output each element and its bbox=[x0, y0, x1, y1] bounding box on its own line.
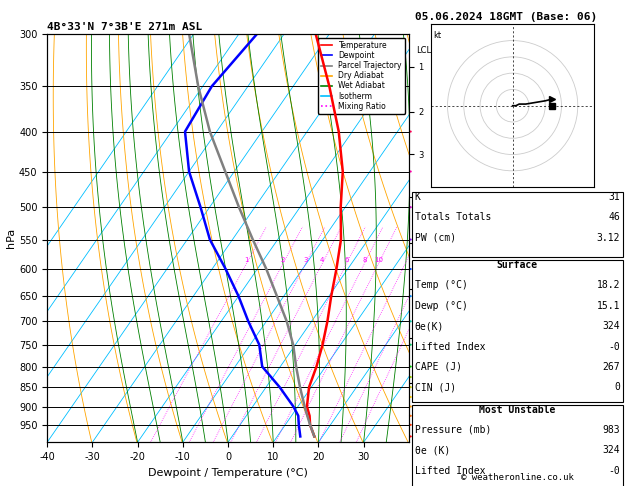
Text: 3: 3 bbox=[303, 258, 308, 263]
Text: 4B°33'N 7°3B'E 271m ASL: 4B°33'N 7°3B'E 271m ASL bbox=[47, 22, 203, 32]
Text: 0: 0 bbox=[615, 382, 620, 392]
Text: -0: -0 bbox=[608, 466, 620, 476]
Y-axis label: hPa: hPa bbox=[6, 228, 16, 248]
Text: LCL: LCL bbox=[416, 46, 431, 55]
Text: Temp (°C): Temp (°C) bbox=[415, 280, 467, 290]
Text: 324: 324 bbox=[603, 321, 620, 331]
Text: θe (K): θe (K) bbox=[415, 445, 450, 455]
Text: K: K bbox=[415, 192, 420, 202]
Text: 18.2: 18.2 bbox=[597, 280, 620, 290]
Text: 983: 983 bbox=[603, 425, 620, 435]
Text: 267: 267 bbox=[603, 362, 620, 372]
Text: PW (cm): PW (cm) bbox=[415, 233, 455, 243]
Text: 10: 10 bbox=[374, 258, 383, 263]
Text: 05.06.2024 18GMT (Base: 06): 05.06.2024 18GMT (Base: 06) bbox=[415, 12, 598, 22]
Text: Most Unstable: Most Unstable bbox=[479, 404, 555, 415]
Text: -0: -0 bbox=[608, 342, 620, 351]
Text: CAPE (J): CAPE (J) bbox=[415, 362, 462, 372]
Text: 46: 46 bbox=[608, 212, 620, 222]
Legend: Temperature, Dewpoint, Parcel Trajectory, Dry Adiabat, Wet Adiabat, Isotherm, Mi: Temperature, Dewpoint, Parcel Trajectory… bbox=[318, 38, 405, 114]
Text: Totals Totals: Totals Totals bbox=[415, 212, 491, 222]
Text: 2: 2 bbox=[281, 258, 286, 263]
Text: Dewp (°C): Dewp (°C) bbox=[415, 301, 467, 311]
Text: 4: 4 bbox=[320, 258, 325, 263]
Text: CIN (J): CIN (J) bbox=[415, 382, 455, 392]
Text: Surface: Surface bbox=[497, 260, 538, 270]
Text: Lifted Index: Lifted Index bbox=[415, 466, 485, 476]
Text: 6: 6 bbox=[344, 258, 349, 263]
Text: 324: 324 bbox=[603, 445, 620, 455]
Text: Pressure (mb): Pressure (mb) bbox=[415, 425, 491, 435]
Text: 1: 1 bbox=[244, 258, 249, 263]
Text: © weatheronline.co.uk: © weatheronline.co.uk bbox=[461, 473, 574, 482]
Text: θe(K): θe(K) bbox=[415, 321, 444, 331]
Text: Lifted Index: Lifted Index bbox=[415, 342, 485, 351]
Y-axis label: km
ASL: km ASL bbox=[425, 229, 447, 247]
Text: 8: 8 bbox=[362, 258, 367, 263]
Text: 3.12: 3.12 bbox=[597, 233, 620, 243]
X-axis label: Dewpoint / Temperature (°C): Dewpoint / Temperature (°C) bbox=[148, 468, 308, 478]
Text: 31: 31 bbox=[608, 192, 620, 202]
Text: kt: kt bbox=[433, 31, 441, 40]
Text: 15.1: 15.1 bbox=[597, 301, 620, 311]
